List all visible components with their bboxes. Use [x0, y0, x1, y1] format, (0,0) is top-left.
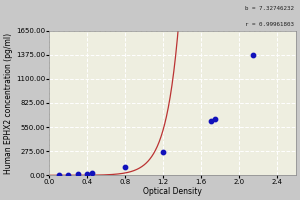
Point	[75, 173, 80, 176]
Point	[56, 174, 61, 177]
Text: r = 0.99961803: r = 0.99961803	[245, 22, 294, 27]
Point	[251, 53, 256, 56]
Point	[85, 172, 90, 175]
Point	[208, 119, 213, 123]
Point	[123, 166, 128, 169]
X-axis label: Optical Density: Optical Density	[143, 187, 202, 196]
Point	[90, 171, 94, 174]
Point	[66, 173, 71, 176]
Text: b = 7.32746232: b = 7.32746232	[245, 6, 294, 11]
Point	[161, 150, 166, 153]
Y-axis label: Human EPHX2 concentration (pg/ml): Human EPHX2 concentration (pg/ml)	[4, 32, 13, 174]
Point	[213, 117, 218, 120]
